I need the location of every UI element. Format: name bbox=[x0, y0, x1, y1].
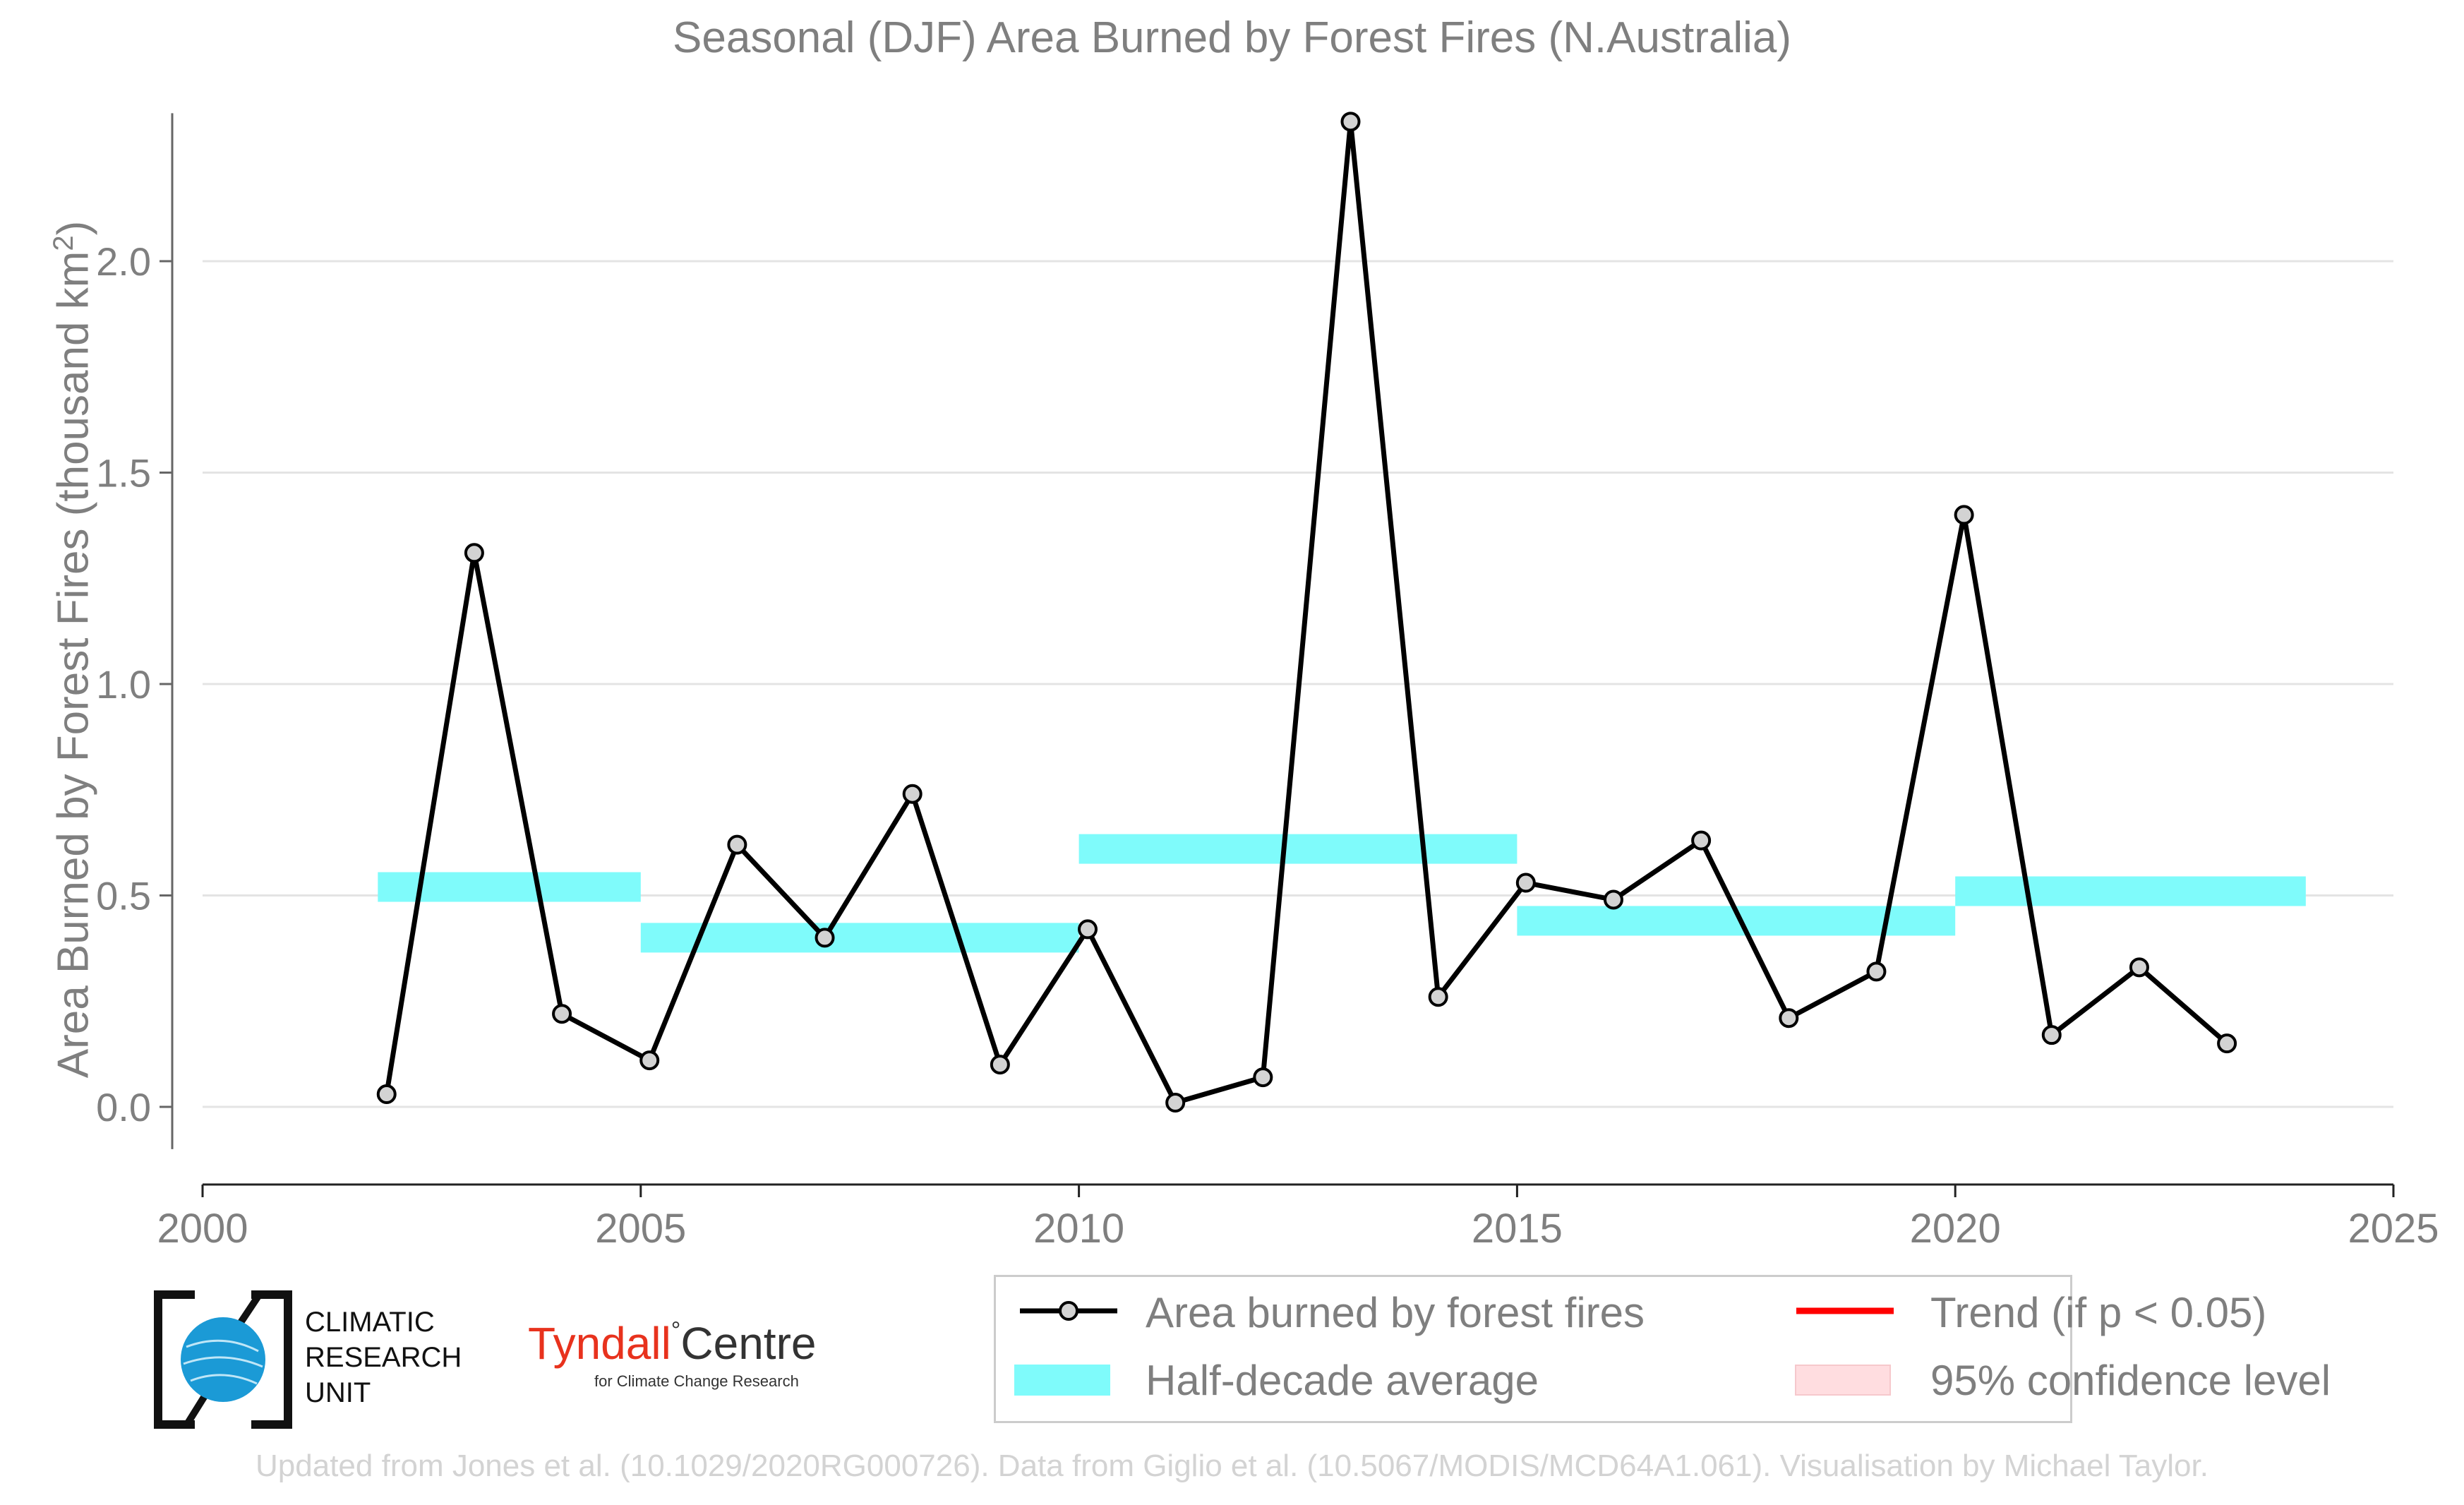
data-point-marker bbox=[2041, 1025, 2062, 1045]
cru-line-1: CLIMATIC bbox=[305, 1307, 435, 1338]
legend-label-area-burned: Area burned by forest fires bbox=[1146, 1289, 1645, 1336]
half-decade-bar bbox=[1078, 834, 1518, 864]
data-point-marker bbox=[815, 928, 835, 948]
data-point-marker bbox=[990, 1055, 1010, 1075]
x-tick-label: 2000 bbox=[157, 1206, 248, 1252]
x-tick-label: 2010 bbox=[1033, 1206, 1124, 1252]
half-decade-bar bbox=[1955, 876, 2306, 906]
x-tick-label: 2025 bbox=[2348, 1206, 2439, 1252]
data-point-marker bbox=[1779, 1008, 1799, 1029]
chart-svg: 0.0 0.5 1.0 1.5 2.0 2000 2005 2010 2015 2020 2025 bbox=[96, 112, 2439, 1252]
cru-line-3: UNIT bbox=[305, 1377, 371, 1408]
legend-confidence-symbol bbox=[1795, 1365, 1891, 1396]
data-point-marker bbox=[1515, 873, 1536, 893]
y-axis: 0.0 0.5 1.0 1.5 2.0 bbox=[96, 113, 174, 1149]
x-tick-label: 2015 bbox=[1472, 1206, 1563, 1252]
legend-label-confidence: 95% confidence level bbox=[1930, 1357, 2331, 1404]
x-axis: 2000 2005 2010 2015 2020 2025 bbox=[157, 1183, 2439, 1252]
cru-line-2: RESEARCH bbox=[305, 1342, 462, 1373]
burned-area-series bbox=[376, 112, 2237, 1113]
data-point-marker bbox=[727, 834, 747, 855]
tyndall-centre: Centre bbox=[680, 1318, 817, 1369]
data-point-marker bbox=[902, 784, 923, 804]
cru-logo bbox=[154, 1290, 292, 1429]
legend-label-half-decade: Half-decade average bbox=[1146, 1357, 1539, 1404]
legend-line-marker-symbol bbox=[1020, 1301, 1117, 1321]
y-tick-label: 2.0 bbox=[96, 239, 151, 284]
tyndall-name: Tyndall bbox=[528, 1318, 671, 1369]
tyndall-logo: Tyndall°Centre bbox=[528, 1317, 816, 1369]
y-tick-label: 1.0 bbox=[96, 662, 151, 707]
x-tick-label: 2020 bbox=[1910, 1206, 2001, 1252]
data-point-marker bbox=[1603, 889, 1623, 910]
legend-trend-symbol bbox=[1796, 1307, 1894, 1314]
half-decade-bars bbox=[378, 834, 2306, 953]
data-point-marker bbox=[1253, 1067, 1273, 1088]
tyndall-subtitle: for Climate Change Research bbox=[594, 1372, 799, 1390]
y-tick-label: 0.0 bbox=[96, 1085, 151, 1129]
tyndall-degree: ° bbox=[671, 1317, 681, 1344]
footer-credit: Updated from Jones et al. (10.1029/2020R… bbox=[256, 1449, 2208, 1483]
data-point-marker bbox=[1866, 961, 1887, 982]
x-tick-label: 2005 bbox=[595, 1206, 686, 1252]
data-point-marker bbox=[639, 1050, 660, 1071]
data-point-marker bbox=[2129, 957, 2149, 978]
burned-area-line bbox=[384, 119, 2229, 1105]
y-tick-label: 0.5 bbox=[96, 874, 151, 918]
data-point-marker bbox=[1954, 505, 1974, 525]
data-point-marker bbox=[376, 1084, 397, 1105]
legend-half-decade-symbol bbox=[1014, 1365, 1110, 1396]
data-point-marker bbox=[1691, 830, 1712, 851]
data-point-marker bbox=[1428, 987, 1448, 1007]
chart-title: Seasonal (DJF) Area Burned by Forest Fir… bbox=[673, 13, 1791, 62]
data-point-marker bbox=[2217, 1033, 2237, 1054]
legend-label-trend: Trend (if p < 0.05) bbox=[1930, 1289, 2267, 1336]
data-point-marker bbox=[1165, 1093, 1186, 1113]
half-decade-bar bbox=[640, 923, 1079, 953]
legend: Area burned by forest fires Trend (if p … bbox=[994, 1275, 2331, 1423]
y-tick-label: 1.5 bbox=[96, 451, 151, 496]
data-point-marker bbox=[1340, 112, 1361, 132]
data-point-marker bbox=[464, 543, 484, 563]
data-point-marker bbox=[552, 1004, 572, 1024]
data-point-marker bbox=[1078, 919, 1098, 940]
cru-logo-text: CLIMATIC RESEARCH UNIT bbox=[305, 1305, 462, 1410]
